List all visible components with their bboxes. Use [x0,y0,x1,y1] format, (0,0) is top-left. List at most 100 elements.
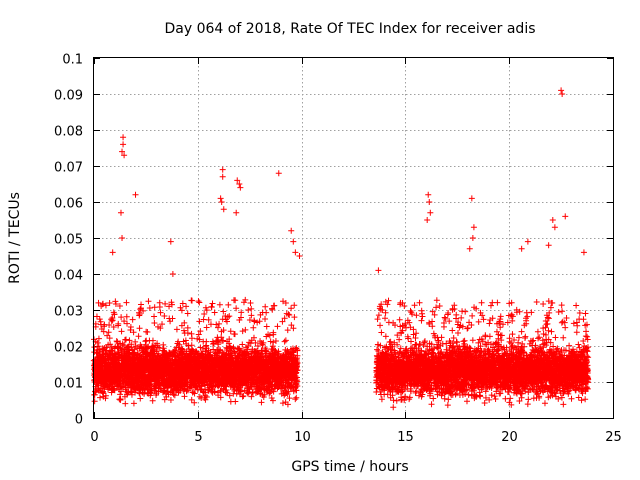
x-tick-label: 20 [501,430,518,445]
data-point [128,344,135,351]
data-point [105,329,112,336]
data-point [232,398,239,405]
data-point [137,395,144,402]
data-point [106,335,113,342]
data-point [151,320,158,327]
data-point [156,299,163,306]
data-point [125,350,132,357]
chart-title: Day 064 of 2018, Rate Of TEC Index for r… [164,21,535,37]
data-point [251,318,258,325]
data-point [91,344,98,351]
data-point [107,341,114,348]
data-point [118,314,125,321]
y-tick-label: 0.09 [54,89,83,104]
data-point [248,312,255,319]
data-point [184,324,191,331]
data-point [173,326,180,333]
data-point [188,335,195,342]
data-point [291,302,298,309]
data-point [197,328,204,335]
data-point [382,333,389,340]
data-point [130,329,137,336]
data-point [272,337,279,344]
data-point [279,400,286,407]
data-point [183,303,190,310]
data-point [374,346,381,353]
data-point [100,328,107,335]
data-point [288,305,295,312]
data-point [248,393,255,400]
data-point [127,324,134,331]
data-point [385,297,392,304]
data-point [225,301,232,308]
data-point [110,323,117,330]
data-point [130,400,137,407]
data-point [374,316,381,323]
data-point [262,315,269,322]
data-point [195,331,202,338]
data-point [292,396,299,403]
data-point [284,327,291,334]
data-point [196,299,203,306]
data-point [111,387,118,394]
data-point [140,307,147,314]
data-point [209,300,216,307]
data-point [413,312,420,319]
data-point [96,316,103,323]
x-tick-label: 5 [194,430,202,445]
y-tick-label: 0.05 [54,233,83,248]
data-point [119,341,126,348]
data-point [245,307,252,314]
data-point [113,338,120,345]
data-point [208,304,215,311]
x-tick-label: 15 [397,430,414,445]
data-point [231,331,238,338]
data-point [144,328,151,335]
data-point [97,394,104,401]
data-point [108,317,115,324]
y-tick-label: 0.02 [54,341,83,356]
data-point [201,311,208,318]
y-tick-label: 0 [75,413,83,428]
data-point [102,392,109,399]
data-point [95,299,102,306]
data-point [396,316,403,323]
data-points [90,87,592,411]
data-point [106,300,113,307]
data-point [122,400,129,407]
y-tick-label: 0.1 [62,53,83,68]
data-point [126,337,133,344]
data-point [121,342,128,349]
data-point [146,305,153,312]
data-point [118,388,125,395]
x-tick-label: 0 [90,430,98,445]
data-point [390,404,397,411]
data-point [382,315,389,322]
data-point [232,297,239,304]
data-point [95,335,102,342]
data-point [262,303,269,310]
data-point [129,316,136,323]
data-point [247,300,254,307]
data-point [93,313,100,320]
data-point [117,396,124,403]
data-point [124,320,131,327]
data-point [124,389,131,396]
x-tick-label: 10 [294,430,311,445]
data-point [118,328,125,335]
data-point [112,298,119,305]
data-point [281,338,288,345]
data-point [91,398,98,405]
y-tick-label: 0.07 [54,161,83,176]
data-point [136,325,143,332]
data-point [115,320,122,327]
data-point [211,309,218,316]
data-point [151,313,158,320]
data-point [291,314,298,321]
data-point [161,396,168,403]
data-point [100,346,107,353]
y-tick-label: 0.08 [54,125,83,140]
data-point [226,313,233,320]
data-point [196,393,203,400]
